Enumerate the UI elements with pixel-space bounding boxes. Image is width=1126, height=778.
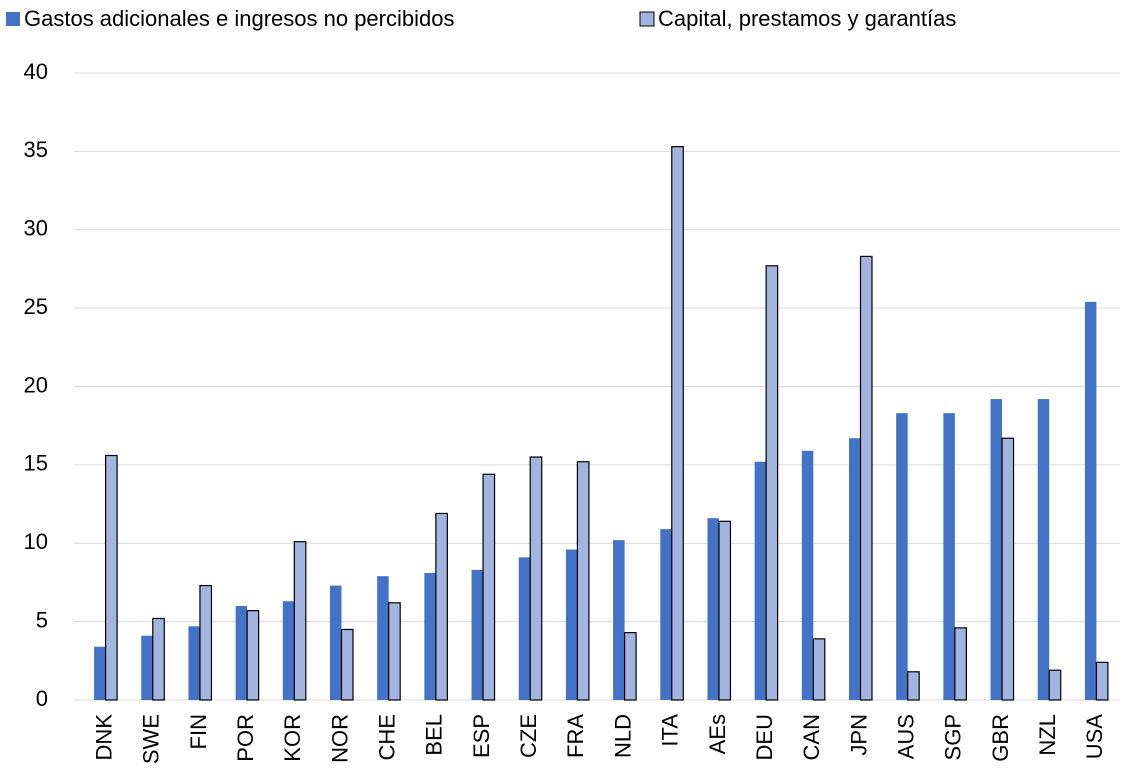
x-tick-label: AUS (893, 714, 918, 759)
bar (801, 450, 814, 700)
bar (529, 456, 543, 701)
bar (1084, 301, 1097, 700)
bar (246, 610, 260, 701)
x-tick-label: AEs (705, 714, 730, 754)
bar (576, 461, 590, 701)
x-tick-label: POR (233, 714, 258, 762)
bar (859, 255, 873, 701)
bar (104, 454, 118, 701)
y-tick-label: 40 (24, 59, 48, 84)
bar (388, 602, 401, 701)
bar (707, 518, 719, 700)
bar (424, 573, 436, 700)
x-tick-label: NZL (1035, 714, 1060, 756)
bar (141, 635, 153, 700)
legend-label: Gastos adicionales e ingresos no percibi… (24, 6, 454, 31)
bar (340, 628, 354, 701)
x-tick-label: GBR (988, 714, 1013, 762)
y-tick-label: 35 (24, 137, 48, 162)
x-tick-label: KOR (280, 714, 305, 762)
bar (293, 541, 307, 701)
bar (718, 520, 732, 701)
x-tick-label: SGP (941, 714, 966, 760)
bar (1001, 437, 1015, 701)
bar (94, 646, 106, 700)
bar (1048, 669, 1062, 701)
x-tick-label: SWE (139, 714, 164, 764)
bar (377, 576, 389, 700)
bar (849, 438, 861, 700)
x-tick-label: ESP (469, 714, 494, 758)
x-tick-label: ITA (658, 714, 683, 747)
x-tick-label: JPN (846, 714, 871, 756)
y-tick-label: 30 (24, 216, 48, 241)
bar (812, 638, 826, 701)
bar (754, 461, 767, 700)
bar (1037, 399, 1050, 700)
bar (199, 584, 213, 701)
bar (565, 549, 578, 700)
bar (188, 626, 200, 700)
legend-label: Capital, prestamos y garantías (658, 6, 956, 31)
bar (765, 265, 779, 701)
legend-swatch (639, 11, 655, 27)
bar (282, 601, 295, 700)
x-tick-label: FRA (563, 714, 588, 758)
bar (435, 512, 448, 701)
y-tick-label: 10 (24, 529, 48, 554)
bar (954, 627, 967, 701)
x-tick-label: NOR (327, 714, 352, 763)
y-tick-label: 0 (36, 686, 48, 711)
bar (518, 557, 531, 700)
bar (1095, 661, 1109, 701)
bar (660, 529, 672, 700)
x-tick-label: CHE (374, 714, 399, 760)
bar (471, 569, 484, 700)
bar (623, 631, 637, 701)
bar (330, 585, 342, 700)
bar (907, 671, 920, 701)
x-tick-label: BEL (422, 714, 447, 756)
bar (235, 605, 248, 700)
x-tick-label: DEU (752, 714, 777, 760)
bar (896, 413, 908, 700)
bar (152, 617, 165, 701)
legend-swatch (6, 12, 20, 26)
y-tick-label: 15 (24, 451, 48, 476)
bar (613, 540, 625, 700)
bar (990, 399, 1003, 700)
x-tick-label: FIN (186, 714, 211, 749)
bar (943, 413, 955, 700)
x-tick-label: NLD (610, 714, 635, 758)
x-tick-label: CAN (799, 714, 824, 760)
y-tick-label: 25 (24, 294, 48, 319)
bar (671, 146, 684, 701)
x-tick-label: DNK (91, 714, 116, 761)
x-tick-label: USA (1082, 714, 1107, 760)
y-tick-label: 5 (36, 607, 48, 632)
x-tick-label: CZE (516, 714, 541, 758)
y-tick-label: 20 (24, 372, 48, 397)
bar (482, 473, 496, 701)
